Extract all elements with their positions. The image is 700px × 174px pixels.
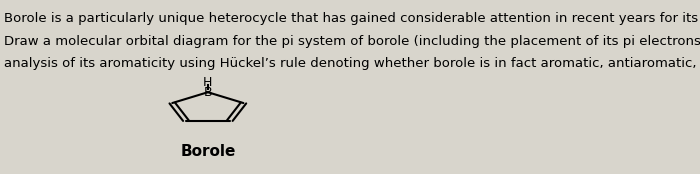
Text: B: B <box>204 86 212 99</box>
Text: Borole: Borole <box>180 144 235 159</box>
Text: Draw a molecular orbital diagram for the pi system of borole (including the plac: Draw a molecular orbital diagram for the… <box>4 35 700 48</box>
Text: H: H <box>203 76 213 89</box>
Text: Borole is a particularly unique heterocycle that has gained considerable attenti: Borole is a particularly unique heterocy… <box>4 12 700 25</box>
Text: analysis of its aromaticity using Hückel’s rule denoting whether borole is in fa: analysis of its aromaticity using Hückel… <box>4 57 700 70</box>
